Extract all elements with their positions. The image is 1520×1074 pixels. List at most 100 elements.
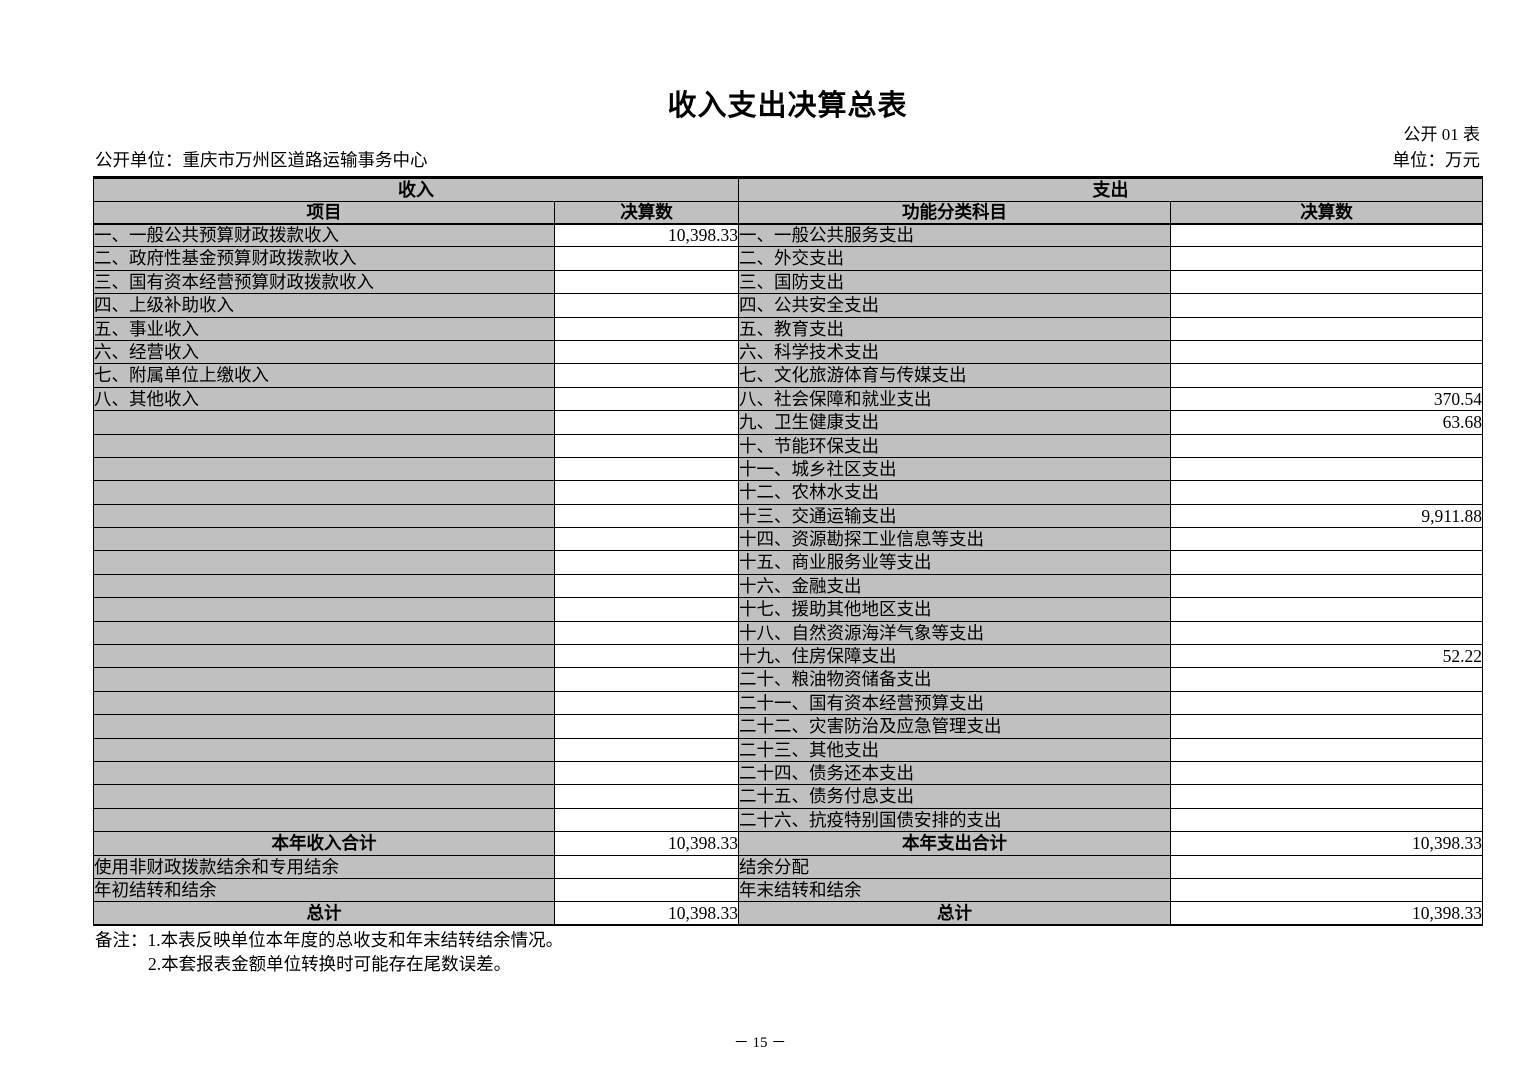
expense-amount-cell — [1170, 737, 1483, 762]
expense-amount-cell — [1170, 433, 1483, 458]
expense-item-cell: 十八、自然资源海洋气象等支出 — [738, 620, 1171, 646]
table-row: 二十四、债务还本支出 — [93, 760, 1483, 786]
income-item-cell — [93, 690, 555, 716]
summary-row: 年初结转和结余 年末结转和结余 — [93, 877, 1483, 903]
unit-of-measure-label: 单位：万元 — [1392, 150, 1481, 170]
expense-item-cell: 十一、城乡社区支出 — [738, 456, 1171, 482]
income-amount-cell — [554, 620, 739, 646]
expense-summary-label-cell: 年末结转和结余 — [738, 877, 1171, 903]
expense-item-cell: 十七、援助其他地区支出 — [738, 597, 1171, 622]
income-amount-cell — [554, 714, 739, 739]
expense-summary-label-cell: 结余分配 — [738, 854, 1171, 879]
expense-item-cell: 九、卫生健康支出 — [738, 410, 1171, 435]
table-row: 二十二、灾害防治及应急管理支出 — [93, 714, 1483, 739]
table-row: 十九、住房保障支出 52.22 — [93, 644, 1483, 669]
table-row: 十五、商业服务业等支出 — [93, 550, 1483, 575]
income-summary-amount-cell: 10,398.33 — [554, 831, 739, 856]
income-amount-cell — [554, 737, 739, 762]
income-item-cell — [93, 456, 555, 482]
expense-amount-column-header: 决算数 — [1170, 201, 1483, 225]
income-item-cell — [93, 620, 555, 646]
income-item-column-header: 项目 — [93, 201, 555, 225]
table-row: 八、其他收入 八、社会保障和就业支出 370.54 — [93, 386, 1483, 412]
column-header-row: 项目 决算数 功能分类科目 决算数 — [93, 201, 1483, 225]
expense-item-cell: 二十一、国有资本经营预算支出 — [738, 690, 1171, 716]
expense-item-cell: 二十三、其他支出 — [738, 737, 1171, 762]
page-title: 收入支出决算总表 — [667, 90, 908, 122]
table-row: 四、上级补助收入 四、公共安全支出 — [93, 293, 1483, 318]
expense-summary-label-cell: 本年支出合计 — [738, 831, 1171, 856]
public-unit-label: 公开单位：重庆市万州区道路运输事务中心 — [95, 150, 428, 170]
expense-amount-cell — [1170, 714, 1483, 739]
income-amount-cell — [554, 667, 739, 692]
expense-amount-cell — [1170, 573, 1483, 599]
income-section-header: 收入 — [93, 177, 739, 202]
expense-amount-cell: 370.54 — [1170, 386, 1483, 412]
income-item-cell — [93, 760, 555, 786]
expense-amount-cell — [1170, 363, 1483, 388]
expense-item-cell: 七、文化旅游体育与传媒支出 — [738, 363, 1171, 388]
income-amount-cell — [554, 410, 739, 435]
table-row: 九、卫生健康支出 63.68 — [93, 410, 1483, 435]
expense-section-header: 支出 — [738, 177, 1483, 202]
table-row: 三、国有资本经营预算财政拨款收入 三、国防支出 — [93, 269, 1483, 295]
income-item-cell — [93, 597, 555, 622]
expense-item-cell: 六、科学技术支出 — [738, 339, 1171, 365]
expense-item-cell: 十二、农林水支出 — [738, 480, 1171, 505]
table-row: 十、节能环保支出 — [93, 433, 1483, 458]
income-amount-cell — [554, 293, 739, 318]
expense-amount-cell — [1170, 246, 1483, 271]
expense-amount-cell — [1170, 784, 1483, 809]
expense-amount-cell — [1170, 690, 1483, 716]
table-row: 六、经营收入 六、科学技术支出 — [93, 339, 1483, 365]
table-row: 十三、交通运输支出 9,911.88 — [93, 503, 1483, 529]
income-summary-label-cell: 总计 — [93, 901, 555, 926]
table-row: 五、事业收入 五、教育支出 — [93, 316, 1483, 341]
expense-amount-cell — [1170, 339, 1483, 365]
table-row: 十七、援助其他地区支出 — [93, 597, 1483, 622]
income-item-cell — [93, 480, 555, 505]
income-item-cell — [93, 410, 555, 435]
expense-amount-cell — [1170, 480, 1483, 505]
expense-summary-label-cell: 总计 — [738, 901, 1171, 926]
expense-item-cell: 二十五、债务付息支出 — [738, 784, 1171, 809]
income-amount-column-header: 决算数 — [554, 201, 739, 225]
expense-item-cell: 十九、住房保障支出 — [738, 644, 1171, 669]
income-amount-cell — [554, 269, 739, 295]
table-row: 十八、自然资源海洋气象等支出 — [93, 620, 1483, 646]
expense-summary-amount-cell: 10,398.33 — [1170, 901, 1483, 926]
income-summary-amount-cell: 10,398.33 — [554, 901, 739, 926]
expense-amount-cell — [1170, 550, 1483, 575]
income-item-cell: 八、其他收入 — [93, 386, 555, 412]
footnote-2: 2.本套报表金额单位转换时可能存在尾数误差。 — [148, 954, 512, 974]
income-item-cell: 六、经营收入 — [93, 339, 555, 365]
income-item-cell: 五、事业收入 — [93, 316, 555, 341]
expense-item-cell: 十、节能环保支出 — [738, 433, 1171, 458]
income-summary-amount-cell — [554, 854, 739, 879]
expense-item-cell: 二十四、债务还本支出 — [738, 760, 1171, 786]
income-item-cell — [93, 644, 555, 669]
income-item-cell — [93, 667, 555, 692]
expense-summary-amount-cell — [1170, 854, 1483, 879]
expense-item-cell: 一、一般公共服务支出 — [738, 222, 1171, 248]
income-item-cell — [93, 737, 555, 762]
income-item-cell — [93, 503, 555, 529]
expense-amount-cell — [1170, 456, 1483, 482]
income-amount-cell — [554, 644, 739, 669]
expense-amount-cell — [1170, 667, 1483, 692]
income-amount-cell — [554, 386, 739, 412]
expense-item-cell: 十五、商业服务业等支出 — [738, 550, 1171, 575]
footnote-1: 备注：1.本表反映单位本年度的总收支和年末结转结余情况。 — [95, 930, 564, 950]
table-row: 十六、金融支出 — [93, 573, 1483, 599]
income-item-cell: 四、上级补助收入 — [93, 293, 555, 318]
summary-row: 总计 10,398.33 总计 10,398.33 — [93, 901, 1483, 926]
income-item-cell — [93, 550, 555, 575]
income-item-cell — [93, 807, 555, 833]
expense-amount-cell — [1170, 527, 1483, 552]
summary-row: 使用非财政拨款结余和专用结余 结余分配 — [93, 854, 1483, 879]
expense-summary-amount-cell — [1170, 877, 1483, 903]
expense-summary-amount-cell: 10,398.33 — [1170, 831, 1483, 856]
table-row: 二、政府性基金预算财政拨款收入 二、外交支出 — [93, 246, 1483, 271]
table-row: 二十六、抗疫特别国债安排的支出 — [93, 807, 1483, 833]
expense-amount-cell — [1170, 293, 1483, 318]
